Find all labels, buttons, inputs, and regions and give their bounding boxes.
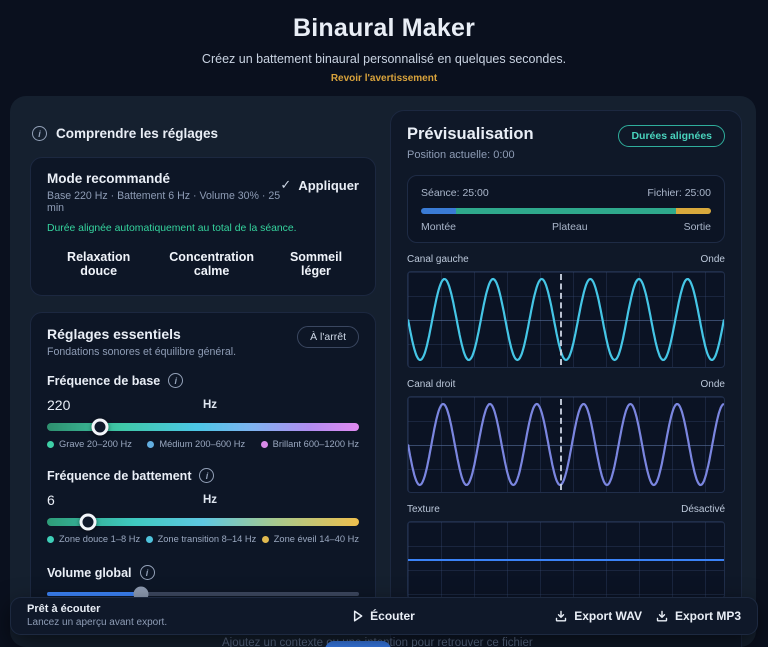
left-channel-block: Canal gauche Onde: [407, 254, 725, 368]
aligned-durations-badge: Durées alignées: [618, 125, 725, 147]
section-title: Comprendre les réglages: [56, 126, 219, 141]
playhead-line: [559, 274, 562, 365]
export-wav-button[interactable]: Export WAV: [555, 609, 642, 623]
ready-status-subtitle: Lancez un aperçu avant export.: [27, 616, 168, 628]
texture-label: Texture: [407, 504, 440, 515]
timeline-progress-bar[interactable]: [421, 208, 711, 214]
play-icon: [353, 610, 363, 622]
volume-label: Volume global: [47, 565, 132, 580]
apply-button[interactable]: ✓ Appliquer: [280, 177, 359, 193]
left-channel-label: Canal gauche: [407, 254, 469, 265]
base-frequency-slider[interactable]: [47, 418, 359, 436]
session-timeline: Séance: 25:00 Fichier: 25:00 Montée Plat…: [407, 175, 725, 243]
beat-frequency-unit: Hz: [203, 494, 218, 506]
volume-slider[interactable]: [47, 586, 359, 602]
download-icon: [555, 610, 567, 622]
play-button[interactable]: Écouter: [353, 609, 415, 623]
right-channel-block: Canal droit Onde: [407, 379, 725, 493]
aligned-duration-note: Durée alignée automatiquement au total d…: [47, 223, 297, 234]
zone-eveil-dot-icon: [261, 535, 269, 543]
base-frequency-legend: Grave 20–200 Hz Médium 200–600 Hz Brilla…: [47, 439, 359, 449]
base-frequency-label: Fréquence de base: [47, 373, 161, 388]
beat-frequency-info-icon[interactable]: i: [199, 468, 215, 483]
timeline-segment-sortie: [676, 208, 711, 214]
right-channel-mode: Onde: [700, 379, 725, 390]
stopped-status-badge: À l'arrêt: [297, 326, 359, 348]
brillant-dot-icon: [260, 440, 268, 448]
understand-settings-header[interactable]: i Comprendre les réglages: [32, 126, 374, 141]
recommended-title: Mode recommandé: [47, 171, 171, 186]
ready-status-title: Prêt à écouter: [27, 602, 101, 615]
download-icon: [656, 610, 668, 622]
preview-title: Prévisualisation: [407, 125, 534, 143]
export-mp3-button[interactable]: Export MP3: [656, 609, 741, 623]
phase-plateau-label: Plateau: [551, 221, 588, 233]
recommended-mode-card: Mode recommandé Base 220 Hz · Battement …: [30, 157, 376, 296]
phase-montee-label: Montée: [421, 221, 457, 233]
volume-slider-fill: [47, 592, 141, 596]
texture-block: Texture Désactivé: [407, 504, 725, 599]
app-title: Binaural Maker: [292, 14, 476, 42]
left-channel-mode: Onde: [700, 254, 725, 265]
beat-frequency-input[interactable]: 6: [47, 492, 55, 508]
preset-row: Relaxation douce Concentration calme Som…: [47, 246, 359, 282]
volume-info-icon[interactable]: i: [139, 565, 155, 580]
texture-status: Désactivé: [681, 504, 725, 515]
base-frequency-unit: Hz: [203, 399, 218, 411]
beat-frequency-label: Fréquence de battement: [47, 468, 192, 483]
current-position: Position actuelle: 0:00: [407, 149, 515, 161]
partially-hidden-button[interactable]: [325, 641, 391, 647]
beat-frequency-slider-thumb[interactable]: [79, 513, 97, 531]
essentials-title: Réglages essentiels: [47, 326, 181, 342]
beat-frequency-legend: Zone douce 1–8 Hz Zone transition 8–14 H…: [47, 534, 359, 544]
app-subtitle: Créez un battement binaural personnalisé…: [201, 52, 567, 66]
preset-relaxation-button[interactable]: Relaxation douce: [47, 246, 150, 282]
right-channel-waveform: [407, 396, 725, 493]
zone-transition-dot-icon: [145, 535, 153, 543]
page-header: Binaural Maker Créez un battement binaur…: [0, 0, 768, 86]
zone-douce-dot-icon: [47, 535, 54, 543]
base-frequency-info-icon[interactable]: i: [168, 373, 184, 388]
recommended-summary: Base 220 Hz · Battement 6 Hz · Volume 30…: [47, 190, 281, 214]
preview-card: Prévisualisation Position actuelle: 0:00…: [390, 110, 742, 647]
essential-settings-card: Réglages essentiels Fondations sonores e…: [30, 312, 376, 631]
info-icon: i: [32, 126, 47, 141]
texture-waveform: [407, 521, 725, 599]
timeline-segment-montee: [421, 208, 456, 214]
playback-bar: Prêt à écouter Lancez un aperçu avant ex…: [10, 597, 758, 635]
timeline-session-label: Séance: 25:00: [421, 187, 489, 199]
essentials-subtitle: Fondations sonores et équilibre général.: [47, 346, 237, 358]
preview-column: Prévisualisation Position actuelle: 0:00…: [390, 110, 742, 647]
beat-frequency-slider[interactable]: [47, 513, 359, 531]
grave-dot-icon: [47, 440, 54, 448]
timeline-file-label: Fichier: 25:00: [647, 187, 711, 199]
base-frequency-slider-thumb[interactable]: [91, 418, 109, 436]
left-channel-waveform: [407, 271, 725, 368]
settings-column: i Comprendre les réglages Mode recommand…: [30, 110, 376, 647]
preset-concentration-button[interactable]: Concentration calme: [150, 246, 273, 282]
medium-dot-icon: [147, 440, 155, 448]
main-panel: i Comprendre les réglages Mode recommand…: [10, 96, 756, 647]
check-icon: ✓: [280, 177, 292, 192]
base-frequency-input[interactable]: 220: [47, 397, 71, 413]
warning-link[interactable]: Revoir l'avertissement: [330, 73, 438, 84]
preset-sleep-button[interactable]: Sommeil léger: [273, 246, 359, 282]
right-channel-label: Canal droit: [407, 379, 456, 390]
phase-sortie-label: Sortie: [683, 221, 711, 233]
timeline-segment-plateau: [455, 208, 677, 214]
playhead-line: [559, 399, 562, 490]
